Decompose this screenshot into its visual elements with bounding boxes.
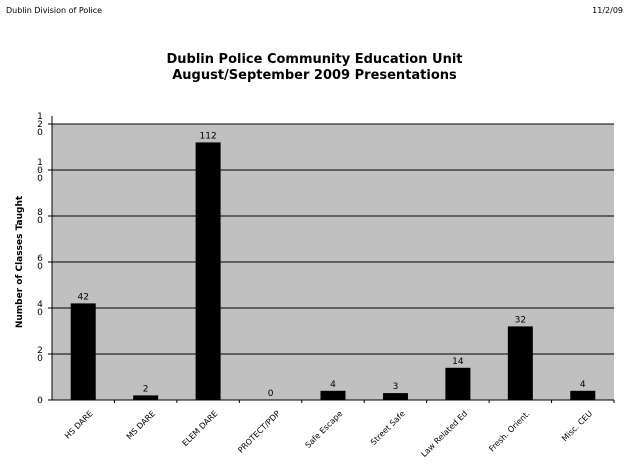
chart-title-line2: August/September 2009 Presentations xyxy=(172,68,457,83)
data-label: 3 xyxy=(393,382,399,392)
category-label: Safe Escape xyxy=(304,409,345,450)
header-organization: Dublin Division of Police xyxy=(6,6,103,15)
chart-title-line1: Dublin Police Community Education Unit xyxy=(166,52,463,67)
category-label: Fresh. Orient. xyxy=(487,409,531,453)
bar xyxy=(507,326,533,400)
data-label: 42 xyxy=(77,292,88,302)
bar xyxy=(133,395,159,400)
y-axis-title: Number of Classes Taught xyxy=(15,195,25,328)
category-label: Misc. CEU xyxy=(560,409,594,443)
data-label: 32 xyxy=(515,315,526,325)
category-label: MS DARE xyxy=(125,409,157,441)
category-label: Law Related Ed xyxy=(419,409,469,459)
category-label: Street Safe xyxy=(369,409,407,447)
bar xyxy=(320,390,346,400)
header-date: 11/2/09 xyxy=(592,6,623,15)
data-label: 14 xyxy=(452,357,464,367)
data-label: 4 xyxy=(330,380,336,390)
bar xyxy=(445,367,471,400)
data-label: 2 xyxy=(143,384,149,394)
category-label: PROTECT/PDP xyxy=(236,409,282,455)
data-label: 0 xyxy=(268,389,274,399)
data-label: 4 xyxy=(580,380,586,390)
bar xyxy=(195,142,221,400)
y-tick-label: 0 xyxy=(37,396,43,406)
bar xyxy=(570,390,596,400)
category-label: ELEM DARE xyxy=(181,409,220,448)
category-label: HS DARE xyxy=(63,409,95,441)
data-label: 112 xyxy=(200,131,217,141)
bar xyxy=(70,303,96,400)
bar xyxy=(382,393,408,400)
